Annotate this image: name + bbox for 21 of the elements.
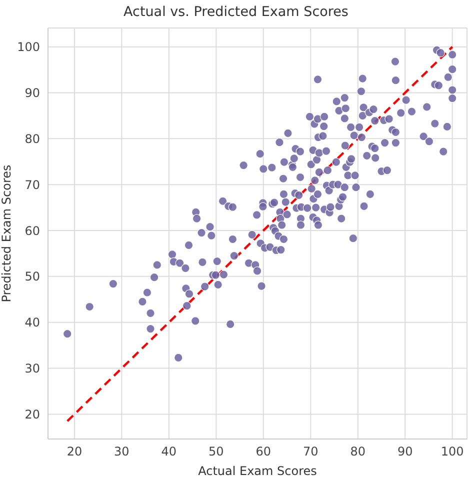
x-tick-label: 60	[256, 444, 272, 459]
x-tick-label: 70	[303, 444, 318, 459]
y-tick-label: 80	[24, 132, 40, 146]
chart-title: Actual vs. Predicted Exam Scores	[122, 3, 350, 22]
x-tick-label: 20	[66, 444, 82, 459]
y-tick-label: 100	[17, 40, 40, 54]
y-tick-label: 60	[24, 224, 40, 238]
x-tick-label: 100	[440, 444, 464, 459]
y-tick-label: 30	[24, 362, 40, 376]
x-tick-label: 30	[114, 444, 130, 459]
x-tick-label: 90	[397, 444, 413, 459]
x-tick-label: 40	[161, 444, 177, 459]
y-tick-label: 20	[24, 407, 40, 422]
y-axis-title: Predicted Exam Scores	[0, 164, 14, 302]
x-tick-label: 80	[350, 444, 366, 459]
y-tick-label: 70	[24, 178, 40, 192]
x-axis-title: Actual Exam Scores	[198, 464, 317, 477]
y-tick-label: 40	[24, 316, 40, 330]
y-tick-label: 90	[24, 86, 40, 100]
x-tick-label: 50	[208, 444, 224, 459]
y-tick-label: 50	[24, 270, 40, 284]
